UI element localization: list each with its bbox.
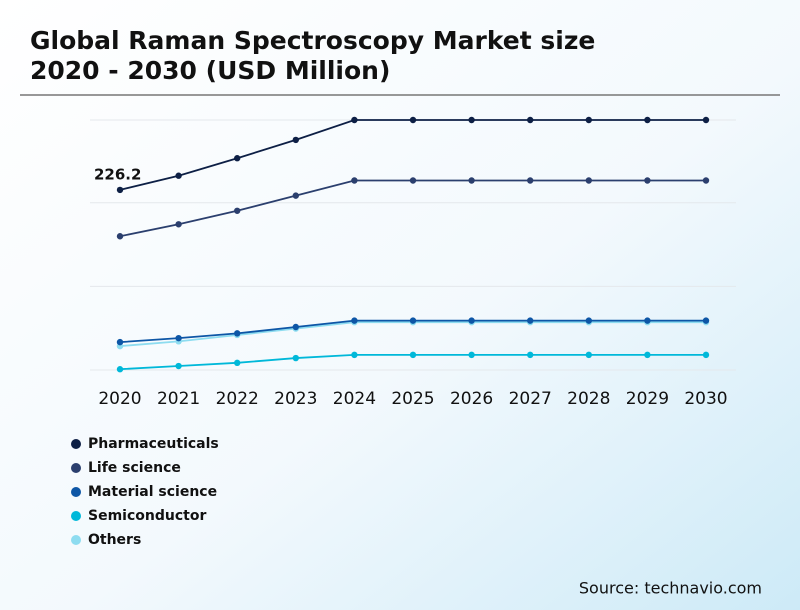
data-point: [468, 116, 475, 124]
x-tick-label: 2029: [626, 389, 669, 409]
legend-label: Life science: [88, 460, 181, 476]
x-tick-label: 2021: [157, 389, 200, 409]
data-point: [702, 116, 710, 124]
data-point: [175, 172, 182, 179]
data-label: 226.2: [94, 165, 141, 183]
legend-label: Others: [88, 532, 141, 548]
data-point: [702, 177, 710, 184]
data-point: [702, 317, 710, 324]
data-point: [234, 359, 241, 367]
data-point: [644, 317, 651, 324]
data-point: [116, 338, 124, 346]
data-point: [292, 323, 299, 331]
data-point: [585, 351, 592, 359]
x-tick-label: 2028: [567, 389, 610, 409]
x-tick-label: 2020: [98, 389, 141, 409]
data-point: [468, 177, 475, 184]
legend-label: Material science: [88, 484, 217, 500]
data-point: [409, 317, 417, 324]
x-tick-label: 2030: [684, 389, 727, 409]
data-point: [175, 334, 182, 342]
legend-label: Semiconductor: [88, 508, 206, 524]
data-point: [585, 317, 592, 324]
data-point: [468, 351, 475, 359]
x-tick-label: 2024: [333, 389, 376, 409]
data-point: [644, 177, 651, 184]
data-point: [351, 351, 358, 359]
data-point: [409, 116, 417, 124]
data-point: [175, 221, 182, 228]
data-point: [527, 317, 534, 324]
data-point: [644, 351, 651, 359]
data-point: [351, 116, 358, 124]
data-point: [644, 116, 651, 124]
data-point: [234, 330, 241, 337]
data-point: [527, 116, 534, 124]
x-tick-label: 2027: [509, 389, 552, 409]
data-point: [292, 192, 299, 199]
data-point: [175, 362, 182, 370]
data-point: [351, 317, 358, 324]
data-point: [116, 366, 124, 373]
x-tick-label: 2026: [450, 389, 493, 409]
data-point: [468, 317, 475, 324]
x-tick-label: 2023: [274, 389, 317, 409]
data-point: [585, 116, 592, 124]
data-point: [527, 351, 534, 359]
data-point: [351, 177, 358, 184]
chart-title: Global Raman Spectroscopy Market size: [30, 26, 595, 55]
data-point: [409, 351, 417, 359]
legend-label: Pharmaceuticals: [88, 436, 219, 452]
legend-marker: [71, 535, 81, 545]
data-point: [116, 186, 124, 194]
data-point: [234, 207, 241, 214]
legend-marker: [71, 463, 81, 473]
source: Source: technavio.com: [579, 579, 762, 598]
data-point: [702, 351, 710, 359]
data-point: [292, 354, 299, 362]
chart-title: 2020 - 2030 (USD Million): [30, 56, 390, 85]
data-point: [585, 177, 592, 184]
data-point: [234, 155, 241, 162]
legend-marker: [71, 439, 81, 449]
legend-marker: [71, 487, 81, 497]
x-tick-label: 2025: [391, 389, 434, 409]
x-tick-label: 2022: [216, 389, 259, 409]
data-point: [527, 177, 534, 184]
data-point: [292, 136, 299, 144]
legend-marker: [71, 511, 81, 521]
data-point: [409, 177, 417, 184]
data-point: [116, 233, 124, 240]
